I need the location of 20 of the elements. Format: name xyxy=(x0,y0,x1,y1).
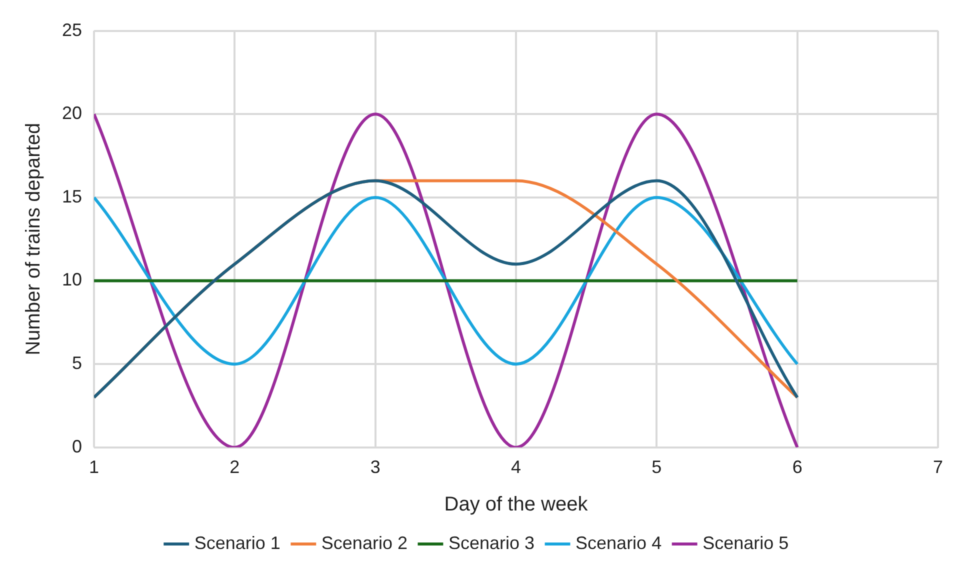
y-tick-label: 10 xyxy=(62,270,82,290)
y-tick-label: 15 xyxy=(62,186,82,206)
x-tick-label: 3 xyxy=(370,457,380,478)
x-tick-label: 6 xyxy=(792,457,802,478)
y-tick-label: 25 xyxy=(62,20,82,40)
x-tick-label: 1 xyxy=(89,457,100,478)
legend-label: Scenario 1 xyxy=(194,532,280,553)
y-tick-label: 0 xyxy=(72,436,82,456)
y-tick-label: 5 xyxy=(72,353,82,374)
x-tick-label: 5 xyxy=(652,457,662,478)
x-tick-label: 7 xyxy=(932,457,944,478)
y-tick-label: 20 xyxy=(62,103,82,124)
legend-label: Scenario 5 xyxy=(702,532,789,553)
x-tick-label: 4 xyxy=(511,457,522,478)
legend-label: Scenario 3 xyxy=(448,532,535,553)
x-tick-label: 2 xyxy=(230,457,240,478)
legend-label: Scenario 4 xyxy=(576,532,662,553)
x-axis-title: Day of the week xyxy=(444,494,589,516)
legend-label: Scenario 2 xyxy=(321,532,408,553)
y-axis-title: Number of trains departed xyxy=(22,122,45,356)
